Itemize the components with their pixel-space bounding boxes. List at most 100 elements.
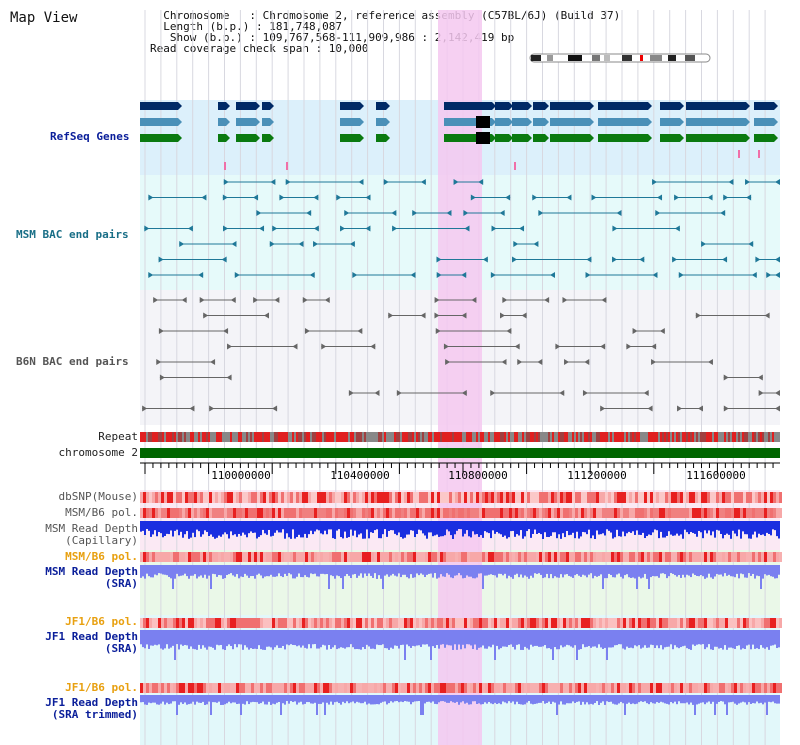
bac-end bbox=[231, 241, 237, 247]
polymorphism-cell bbox=[563, 508, 566, 518]
polymorphism-cell bbox=[533, 492, 536, 503]
polymorphism-cell bbox=[551, 618, 554, 628]
depth-bar bbox=[434, 521, 436, 536]
depth-bar bbox=[286, 695, 288, 702]
depth-bar bbox=[234, 695, 236, 703]
depth-bar bbox=[696, 565, 698, 577]
polymorphism-cell bbox=[389, 552, 392, 562]
polymorphism-cell bbox=[698, 618, 701, 628]
polymorphism-cell bbox=[419, 508, 422, 518]
polymorphism-cell bbox=[446, 683, 449, 693]
depth-bar bbox=[738, 521, 740, 530]
polymorphism-cell bbox=[695, 552, 698, 562]
repeat-cell bbox=[386, 432, 388, 442]
depth-bar bbox=[518, 565, 520, 578]
bac-end bbox=[292, 343, 298, 350]
depth-bar bbox=[374, 695, 376, 705]
depth-bar bbox=[546, 565, 548, 574]
polymorphism-cell bbox=[713, 618, 716, 628]
repeat-cell bbox=[420, 432, 422, 442]
polymorphism-cell bbox=[362, 508, 365, 518]
polymorphism-cell bbox=[575, 508, 578, 518]
polymorphism-cell bbox=[482, 508, 485, 518]
polymorphism-cell bbox=[161, 618, 164, 628]
depth-bar bbox=[548, 630, 550, 649]
depth-bar bbox=[634, 521, 636, 535]
depth-bar bbox=[212, 521, 214, 537]
bac-end bbox=[309, 272, 315, 278]
repeat-cell bbox=[208, 432, 210, 442]
polymorphism-cell bbox=[671, 508, 674, 518]
depth-bar bbox=[182, 695, 184, 704]
depth-bar bbox=[440, 565, 442, 575]
polymorphism-cell bbox=[176, 552, 179, 562]
bac-end bbox=[748, 241, 754, 247]
polymorphism-cell bbox=[248, 683, 251, 693]
depth-bar bbox=[572, 565, 574, 578]
depth-bar bbox=[560, 695, 562, 702]
polymorphism-cell bbox=[353, 683, 356, 693]
depth-bar bbox=[242, 695, 244, 704]
polymorphism-cell bbox=[566, 618, 569, 628]
depth-bar bbox=[602, 521, 604, 534]
polymorphism-cell bbox=[758, 552, 761, 562]
polymorphism-cell bbox=[365, 552, 368, 562]
depth-bar bbox=[400, 565, 402, 578]
polymorphism-cell bbox=[461, 618, 464, 628]
polymorphism-cell bbox=[719, 683, 722, 693]
polymorphism-cell bbox=[530, 492, 533, 503]
depth-bar bbox=[220, 695, 222, 705]
depth-bar bbox=[504, 695, 506, 703]
depth-bar bbox=[718, 565, 720, 575]
polymorphism-cell bbox=[275, 683, 278, 693]
repeat-cell bbox=[664, 432, 666, 442]
repeat-cell bbox=[596, 432, 598, 442]
depth-bar bbox=[712, 630, 714, 650]
polymorphism-cell bbox=[677, 508, 680, 518]
depth-bar bbox=[302, 565, 304, 578]
depth-bar bbox=[600, 521, 602, 535]
polymorphism-cell bbox=[578, 683, 581, 693]
repeat-track bbox=[140, 432, 780, 442]
polymorphism-cell bbox=[422, 683, 425, 693]
bac-end bbox=[471, 297, 477, 303]
polymorphism-cell bbox=[203, 552, 206, 562]
depth-bar bbox=[194, 565, 196, 575]
polymorphism-cell bbox=[677, 618, 680, 628]
depth-bar bbox=[394, 630, 396, 646]
depth-bar bbox=[516, 565, 518, 574]
depth-bar bbox=[180, 695, 182, 703]
depth-bar bbox=[678, 521, 680, 536]
depth-bar bbox=[146, 695, 148, 705]
depth-bar bbox=[612, 695, 614, 704]
repeat-cell bbox=[474, 432, 476, 442]
depth-bar bbox=[558, 521, 560, 535]
depth-bar bbox=[716, 630, 718, 647]
polymorphism-cell bbox=[191, 508, 194, 518]
gene-arrow bbox=[774, 118, 778, 126]
polymorphism-cell bbox=[362, 492, 365, 503]
bac-end bbox=[490, 390, 496, 396]
polymorphism-cell bbox=[512, 618, 515, 628]
depth-bar bbox=[716, 521, 718, 530]
depth-bar bbox=[472, 521, 474, 532]
repeat-cell bbox=[506, 432, 508, 442]
polymorphism-cell bbox=[734, 552, 737, 562]
polymorphism-cell bbox=[401, 683, 404, 693]
depth-bar bbox=[256, 630, 258, 649]
depth-bar bbox=[164, 630, 166, 649]
polymorphism-cell bbox=[149, 683, 152, 693]
polymorphism-cell bbox=[230, 508, 233, 518]
polymorphism-cell bbox=[275, 618, 278, 628]
depth-bar bbox=[240, 695, 242, 715]
chromosome-ideogram bbox=[529, 53, 711, 63]
depth-bar bbox=[196, 565, 198, 579]
polymorphism-cell bbox=[251, 552, 254, 562]
gene-block bbox=[236, 134, 256, 142]
polymorphism-cell bbox=[374, 508, 377, 518]
depth-bar bbox=[582, 565, 584, 575]
polymorphism-cell bbox=[731, 492, 734, 503]
depth-bar bbox=[726, 630, 728, 650]
depth-bar bbox=[586, 521, 588, 535]
